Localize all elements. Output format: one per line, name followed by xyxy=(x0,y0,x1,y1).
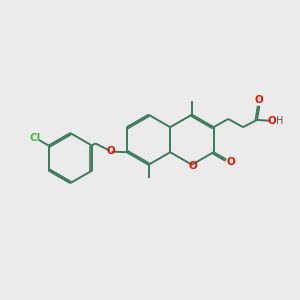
Text: O: O xyxy=(268,116,276,126)
Text: O: O xyxy=(106,146,115,156)
Text: H: H xyxy=(276,116,284,126)
Text: Cl: Cl xyxy=(29,133,40,142)
Text: O: O xyxy=(255,95,264,105)
Text: O: O xyxy=(188,160,197,171)
Text: O: O xyxy=(226,157,235,167)
